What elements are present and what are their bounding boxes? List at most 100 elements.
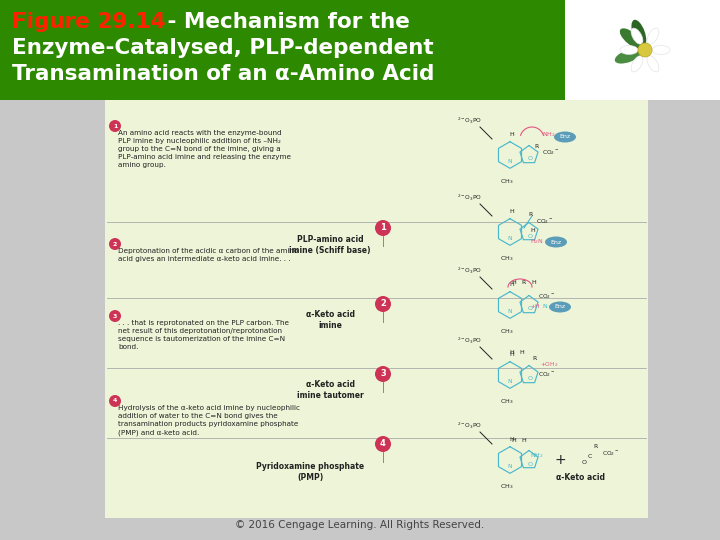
Text: . . . that is reprotonated on the PLP carbon. The
net result of this deprotonati: . . . that is reprotonated on the PLP ca… <box>118 320 289 350</box>
Text: 2: 2 <box>113 241 117 246</box>
Circle shape <box>109 395 121 407</box>
Text: Figure 29.14: Figure 29.14 <box>12 12 166 32</box>
Text: +OH$_2$: +OH$_2$ <box>540 361 558 369</box>
Ellipse shape <box>549 301 571 313</box>
Text: Enz: Enz <box>550 240 562 245</box>
Ellipse shape <box>615 49 642 64</box>
Text: $^{2-}$O$_3$PO: $^{2-}$O$_3$PO <box>457 266 482 276</box>
Text: R: R <box>534 145 539 150</box>
Text: α-Keto acid
imine tautomer: α-Keto acid imine tautomer <box>297 380 364 400</box>
Text: H: H <box>510 350 514 355</box>
Text: N: N <box>508 464 512 469</box>
Ellipse shape <box>545 237 567 247</box>
Text: CH$_3$: CH$_3$ <box>500 397 514 406</box>
Text: O: O <box>528 376 533 381</box>
Circle shape <box>109 120 121 132</box>
Text: 2: 2 <box>380 300 386 308</box>
Ellipse shape <box>652 45 670 55</box>
Text: O: O <box>528 157 533 161</box>
Text: CH$_3$: CH$_3$ <box>500 254 514 263</box>
Text: Pyridoxamine phosphate
(PMP): Pyridoxamine phosphate (PMP) <box>256 462 364 482</box>
Text: O: O <box>582 460 587 464</box>
Text: N: N <box>508 159 512 164</box>
Text: 1: 1 <box>380 224 386 233</box>
Ellipse shape <box>647 56 659 72</box>
Text: R: R <box>593 443 597 449</box>
Circle shape <box>375 296 391 312</box>
Text: CH$_3$: CH$_3$ <box>500 482 514 491</box>
Ellipse shape <box>631 28 643 44</box>
Text: H: H <box>521 437 526 442</box>
Text: R: R <box>528 212 532 217</box>
Circle shape <box>638 43 652 57</box>
Text: An amino acid reacts with the enzyme-bound
PLP imine by nucleophilic addition of: An amino acid reacts with the enzyme-bou… <box>118 130 291 168</box>
Ellipse shape <box>620 45 638 55</box>
Text: Transamination of an α-Amino Acid: Transamination of an α-Amino Acid <box>12 64 434 84</box>
Text: O: O <box>528 462 533 467</box>
Text: H$_2$N: H$_2$N <box>530 238 544 246</box>
Text: H: H <box>510 132 514 137</box>
Bar <box>105 100 648 518</box>
Text: α-Keto acid
imine: α-Keto acid imine <box>305 309 354 330</box>
Text: H: H <box>531 280 536 286</box>
Bar <box>565 0 720 100</box>
Text: H: H <box>510 437 514 442</box>
Text: 4: 4 <box>113 399 117 403</box>
Text: © 2016 Cengage Learning. All Rights Reserved.: © 2016 Cengage Learning. All Rights Rese… <box>235 520 485 530</box>
Ellipse shape <box>631 56 643 72</box>
Text: - Mechanism for the: - Mechanism for the <box>160 12 410 32</box>
Text: 4: 4 <box>380 440 386 449</box>
Bar <box>0 0 720 100</box>
Text: Enz: Enz <box>554 305 566 309</box>
Text: C: C <box>588 454 592 458</box>
Text: CO$_2$$^-$: CO$_2$$^-$ <box>538 370 555 380</box>
Text: $^{2-}$O$_3$PO: $^{2-}$O$_3$PO <box>457 336 482 346</box>
Text: O: O <box>528 307 533 312</box>
Text: α-Keto acid: α-Keto acid <box>556 474 605 483</box>
Text: H: H <box>510 352 514 357</box>
Text: $^{2-}$O$_3$PO: $^{2-}$O$_3$PO <box>457 421 482 431</box>
Text: CO$_2$$^-$: CO$_2$$^-$ <box>602 449 619 458</box>
Circle shape <box>109 238 121 250</box>
Text: H: H <box>520 350 524 355</box>
Ellipse shape <box>647 28 659 44</box>
Text: H: H <box>510 209 514 214</box>
Ellipse shape <box>620 28 643 49</box>
Text: R: R <box>532 356 536 361</box>
Text: CH$_3$: CH$_3$ <box>500 177 514 186</box>
Text: $^{2-}$O$_3$PO: $^{2-}$O$_3$PO <box>457 193 482 203</box>
Text: NH$_2$: NH$_2$ <box>542 131 556 139</box>
Text: Enz: Enz <box>559 134 570 139</box>
Text: N: N <box>508 236 512 241</box>
Text: 1: 1 <box>113 124 117 129</box>
Text: N: N <box>508 379 512 384</box>
Text: R: R <box>522 280 526 286</box>
Text: 3: 3 <box>113 314 117 319</box>
Circle shape <box>109 310 121 322</box>
Text: $^{2-}$O$_3$PO: $^{2-}$O$_3$PO <box>457 116 482 126</box>
Text: CO$_2$$^-$: CO$_2$$^-$ <box>536 218 554 226</box>
Text: H: H <box>510 282 514 287</box>
Circle shape <box>375 366 391 382</box>
Text: N: N <box>508 309 512 314</box>
Text: O: O <box>528 233 533 239</box>
Text: PLP-amino acid
imine (Schiff base): PLP-amino acid imine (Schiff base) <box>289 234 371 255</box>
Text: CH$_3$: CH$_3$ <box>500 327 514 336</box>
Text: N: N <box>542 305 546 309</box>
Text: H: H <box>512 437 516 442</box>
Text: Hydrolysis of the α-keto acid imine by nucleophilic
addition of water to the C=N: Hydrolysis of the α-keto acid imine by n… <box>118 405 300 435</box>
Text: CO$_2$$^-$: CO$_2$$^-$ <box>542 148 559 158</box>
Text: Enzyme-Catalysed, PLP-dependent: Enzyme-Catalysed, PLP-dependent <box>12 38 433 58</box>
Text: +H: +H <box>530 305 539 309</box>
Ellipse shape <box>631 20 647 46</box>
Circle shape <box>375 436 391 452</box>
Text: +: + <box>554 453 566 467</box>
Text: NH$_2$: NH$_2$ <box>530 451 544 461</box>
Text: H: H <box>512 280 516 286</box>
Text: CO$_2$$^-$: CO$_2$$^-$ <box>538 293 555 301</box>
Text: Deprotonation of the acidic α carbon of the amino
acid gives an intermediate α-k: Deprotonation of the acidic α carbon of … <box>118 248 298 262</box>
Ellipse shape <box>554 132 576 143</box>
Circle shape <box>375 220 391 236</box>
Text: H: H <box>530 227 535 233</box>
Text: 3: 3 <box>380 369 386 379</box>
